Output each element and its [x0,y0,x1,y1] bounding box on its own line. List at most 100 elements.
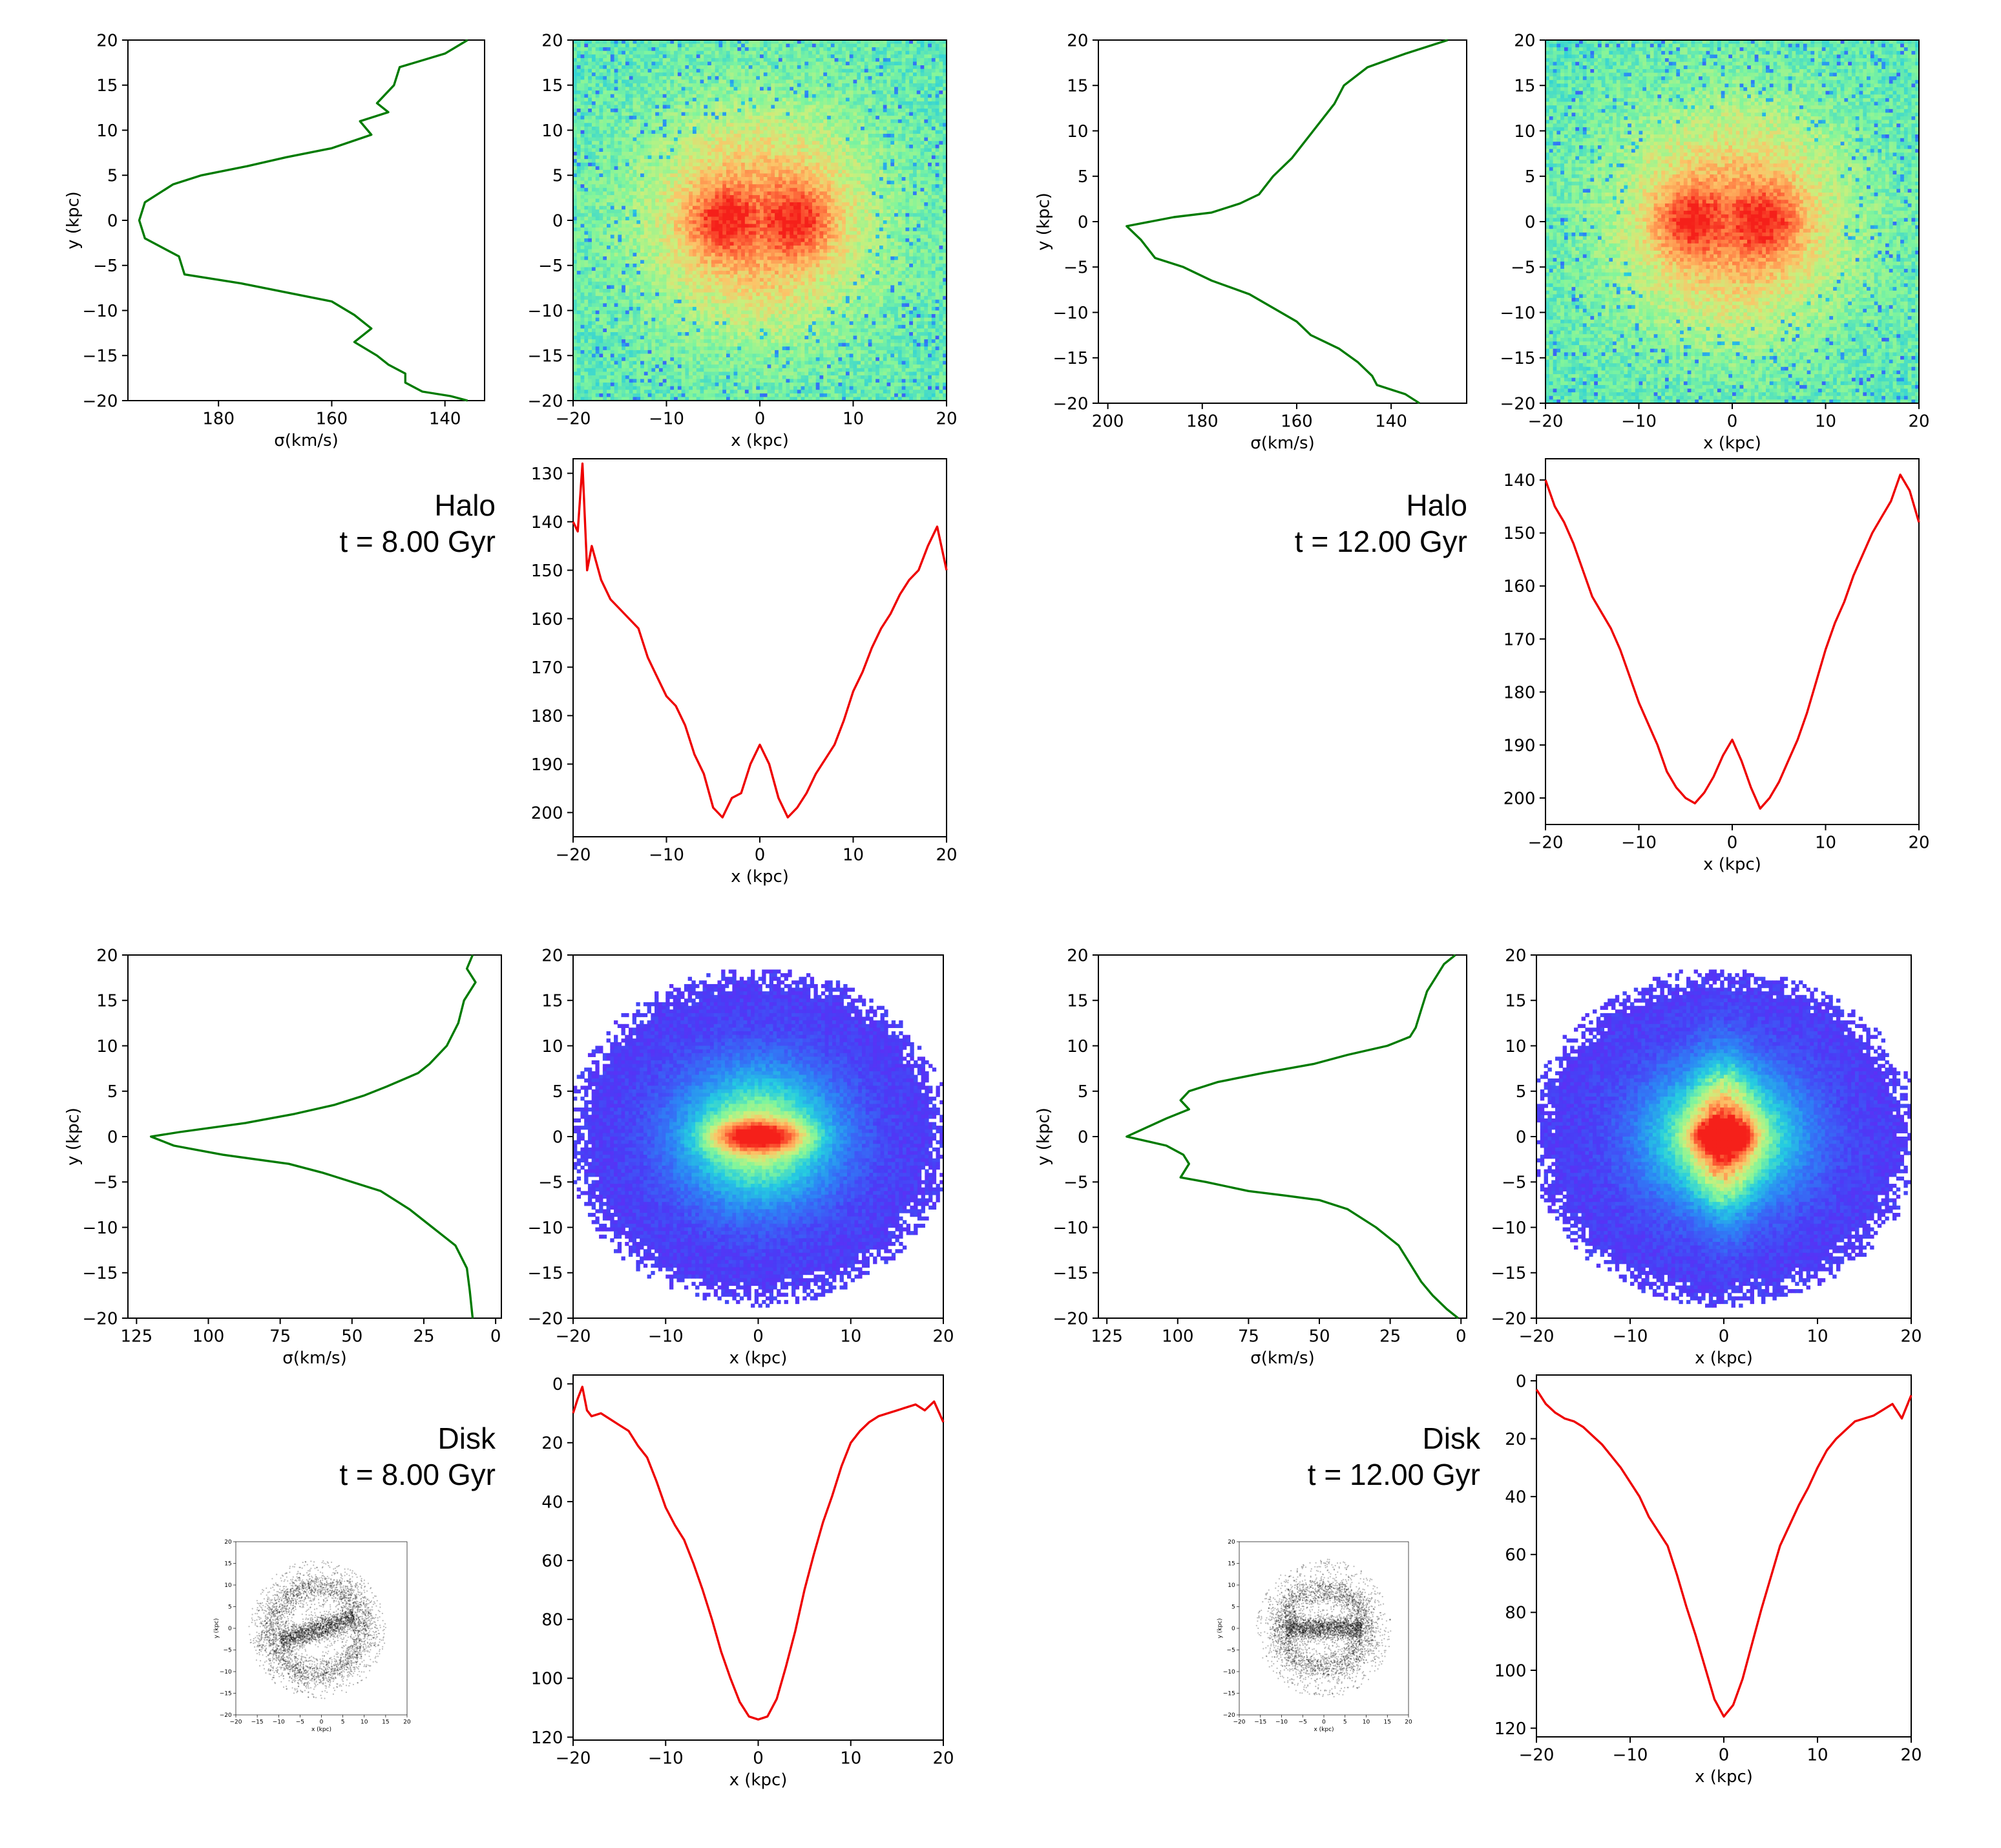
y-tick-label: −5 [93,1173,118,1193]
x-tick-label: −10 [1621,833,1657,852]
y-tick-label: 0 [1516,1372,1527,1391]
x-tick-label: 20 [936,845,957,865]
x-tick-label: 160 [316,409,348,428]
y-tick-label: 100 [1494,1661,1527,1681]
y-tick-label: 15 [1514,77,1535,96]
halo-12-map-cells [1545,40,1920,404]
y-tick-label: 190 [1503,736,1536,755]
x-tick-label: 0 [320,1719,324,1725]
y-tick-label: 100 [531,1670,563,1689]
disk-12-map-axes: −20 −10 0 10 20 −20 −15 −10 −5 0 5 10 15 20 x (kpc) [1491,946,1922,1368]
x-tick-label: −20 [556,1327,591,1346]
x-tick-label: 10 [1807,1745,1828,1765]
x-tick-label: 0 [490,1327,501,1346]
y-tick-label: 140 [531,513,563,532]
y-tick-label: −5 [1511,258,1535,278]
y-tick-label: −15 [83,347,118,366]
x-tick-label: −20 [556,409,591,428]
y-tick-label: −5 [93,257,118,276]
x-tick-label: 5 [341,1719,345,1725]
y-tick-label: −15 [83,1264,118,1283]
disk-8-sigma-x-axes: −20 −10 0 10 20 0 20 40 60 80 100 120 x (kpc) [531,1374,954,1790]
y-tick-label: −5 [538,1173,563,1193]
x-axis-label: x (kpc) [731,867,789,887]
y-tick-label: 10 [541,1037,563,1056]
disk-12-thumb-points [1255,1559,1392,1697]
y-tick-label: 0 [552,211,563,231]
y-tick-label: 5 [1078,1082,1089,1102]
y-tick-label: 10 [1228,1582,1235,1589]
y-tick-label: 40 [541,1493,563,1512]
halo-12-map-axes: −20 −10 0 10 20 −20 −15 −10 −5 0 5 10 15 20 x (kpc) [1500,31,1930,453]
halo-12-sigma-x-frame [1545,458,1920,825]
y-tick-label: −5 [1063,258,1088,278]
y-tick-label: −15 [1500,349,1536,368]
y-tick-label: −5 [1226,1648,1235,1654]
x-tick-label: −10 [1621,412,1657,431]
y-tick-label: 60 [1505,1546,1526,1565]
y-tick-label: 5 [107,1082,118,1102]
disk-8-sigma-y-axes: 125 100 75 50 25 0 −20 −15 −10 −5 0 5 10 15 20 σ(km/s) y… [63,946,502,1368]
caption-component: Halo [339,487,496,523]
x-tick-label: 0 [753,1327,764,1346]
x-tick-label: 0 [1456,1327,1467,1346]
halo-8-sigma-y-axes: 180 160 140 −20 −15 −10 −5 0 5 10 15 20 σ(km/s) y (kp… [63,31,485,450]
x-tick-label: 5 [1343,1719,1347,1725]
y-tick-label: 200 [1503,789,1536,808]
y-tick-label: 150 [531,562,563,581]
halo-8-sigma-y-series-line [138,39,468,402]
x-tick-label: −10 [273,1719,285,1725]
x-axis-label: σ(km/s) [274,431,338,450]
x-tick-label: 10 [840,1748,861,1768]
y-tick-label: 20 [1228,1539,1235,1546]
y-tick-label: −20 [83,392,118,411]
y-tick-label: 170 [1503,630,1536,649]
y-tick-label: 0 [107,211,118,231]
y-tick-label: 15 [224,1561,231,1568]
x-tick-label: 0 [1727,833,1738,852]
x-tick-label: 20 [1900,1745,1922,1765]
x-tick-label: 75 [269,1327,291,1346]
y-tick-label: 15 [1067,77,1088,96]
x-axis-label: x (kpc) [1314,1727,1334,1733]
y-tick-label: 20 [1505,1430,1526,1449]
disk-8-thumb-frame [235,1541,408,1716]
y-tick-label: 0 [1525,213,1536,232]
y-tick-label: −20 [1491,1309,1527,1328]
caption-component: Disk [1308,1420,1480,1456]
x-tick-label: −20 [556,845,591,865]
disk-8-map-cells [573,969,944,1308]
y-tick-label: 80 [541,1611,563,1630]
y-tick-label: 15 [96,992,118,1011]
y-tick-label: 10 [224,1582,232,1589]
x-axis-label: x (kpc) [1703,855,1761,874]
y-tick-label: 0 [1078,1128,1089,1147]
y-tick-label: 0 [1078,213,1089,232]
disk-12-thumb-frame [1239,1541,1409,1716]
x-axis-label: σ(km/s) [1250,434,1314,453]
disk-12-sigma-x-axes: −20 −10 0 10 20 0 20 40 60 80 100 120 x (kpc) [1494,1372,1922,1787]
caption-halo-12: Halo t = 12.00 Gyr [1295,487,1467,560]
disk-12-sigma-y-axes: 125 100 75 50 25 0 −20 −15 −10 −5 0 5 10 15 20 σ(km/s) y… [1034,946,1467,1368]
y-tick-label: 150 [1503,524,1536,543]
y-tick-label: 20 [1505,946,1526,965]
x-tick-label: 0 [1322,1719,1326,1725]
x-tick-label: −10 [648,1327,684,1346]
y-tick-label: 5 [107,167,118,186]
y-tick-label: 20 [541,31,563,50]
x-tick-label: 10 [361,1719,368,1725]
disk-8-thumb-points [248,1560,387,1699]
y-tick-label: −20 [528,392,563,411]
y-axis-label: y (kpc) [1034,193,1053,251]
x-tick-label: −20 [1528,833,1564,852]
x-tick-label: 0 [755,845,766,865]
y-tick-label: −20 [83,1309,118,1328]
x-axis-label: x (kpc) [731,431,789,450]
y-tick-label: −15 [220,1691,232,1697]
y-tick-label: 20 [541,946,563,965]
x-tick-label: 10 [1807,1327,1828,1346]
y-tick-label: 140 [1503,471,1536,490]
x-tick-label: 125 [1091,1327,1123,1346]
y-tick-label: −10 [83,302,118,321]
